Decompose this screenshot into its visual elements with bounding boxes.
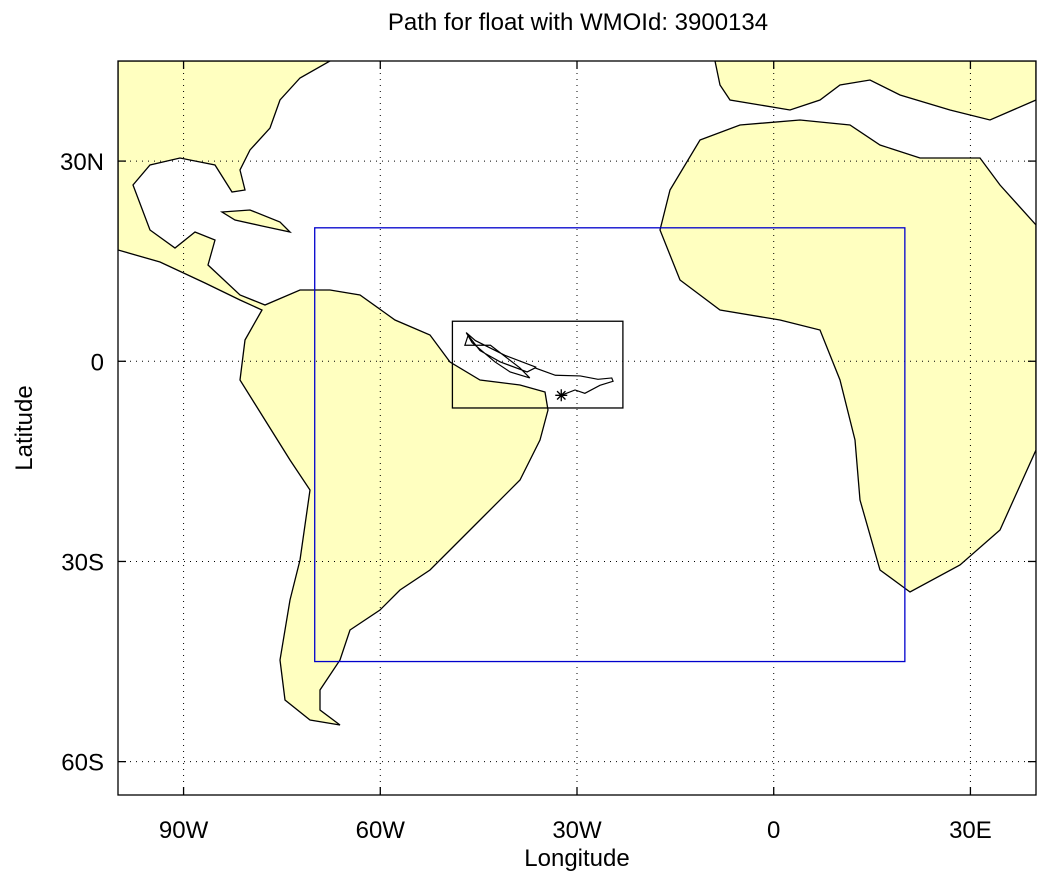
region-box	[451, 320, 624, 409]
europe	[714, 61, 1036, 121]
float-track	[464, 332, 614, 396]
y-tick-label: 30S	[61, 549, 104, 576]
y-tick-label: 0	[91, 349, 104, 376]
cuba	[219, 209, 293, 234]
x-tick-label: 0	[767, 817, 780, 844]
y-tick-label: 60S	[61, 750, 104, 777]
land	[118, 61, 1036, 726]
grid	[118, 61, 1036, 795]
y-axis-label: Latitude	[11, 385, 38, 470]
x-tick-label: 30E	[949, 817, 992, 844]
x-axis-label: Longitude	[524, 845, 629, 872]
americas	[118, 61, 549, 726]
region-box	[314, 227, 906, 663]
chart-title: Path for float with WMOId: 3900134	[388, 9, 768, 36]
x-tick-label: 30W	[552, 817, 602, 844]
africa	[659, 119, 1036, 593]
x-tick-label: 90W	[159, 817, 209, 844]
x-tick-label: 60W	[356, 817, 406, 844]
y-tick-label: 30N	[60, 149, 104, 176]
start-marker	[555, 389, 568, 402]
